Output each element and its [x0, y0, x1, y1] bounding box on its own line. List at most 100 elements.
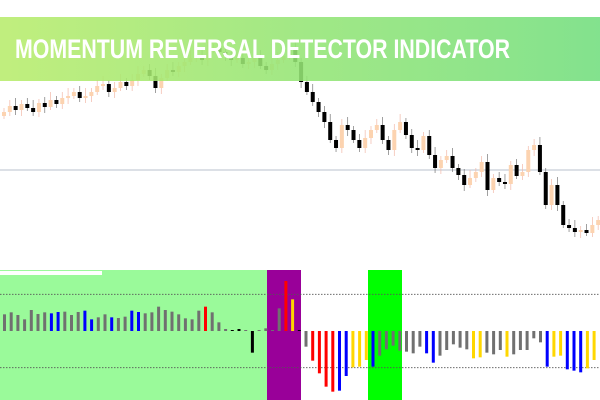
histogram-bar	[297, 330, 301, 331]
bullish-candle	[578, 230, 583, 232]
bearish-candle	[456, 168, 461, 175]
histogram-bar	[16, 315, 20, 331]
histogram-bar	[277, 308, 281, 331]
bearish-candle	[567, 225, 572, 228]
bullish-candle	[398, 122, 403, 130]
histogram-bar	[525, 331, 529, 350]
histogram-bar	[103, 314, 107, 331]
histogram-bar	[150, 312, 154, 331]
histogram-bar	[445, 331, 449, 350]
histogram-bar	[331, 331, 335, 392]
bullish-candle	[590, 225, 595, 233]
histogram-bar	[230, 330, 234, 331]
bullish-candle	[374, 125, 379, 130]
histogram-bar	[458, 331, 462, 348]
bearish-candle	[415, 148, 420, 150]
bearish-candle	[433, 155, 438, 168]
bearish-candle	[561, 205, 566, 225]
bullish-candle	[468, 178, 473, 185]
histogram-bar	[90, 319, 94, 331]
bearish-candle	[380, 125, 385, 140]
bullish-candle	[101, 84, 106, 86]
histogram-bar	[43, 312, 47, 331]
histogram-bar	[116, 318, 120, 331]
histogram-bar	[338, 331, 341, 391]
bearish-candle	[31, 108, 36, 112]
histogram-bar	[518, 331, 522, 350]
histogram-bar	[217, 322, 221, 331]
bullish-candle	[532, 145, 537, 150]
panel-label-strip	[0, 271, 102, 275]
histogram-bar	[63, 311, 67, 331]
bullish-candle	[118, 82, 123, 88]
banner-title: MOMENTUM REVERSAL DETECTOR INDICATOR	[15, 34, 510, 64]
histogram-bar	[378, 331, 382, 356]
histogram-bar	[472, 331, 475, 359]
bearish-candle	[322, 112, 327, 122]
bearish-candle	[584, 230, 589, 233]
histogram-bar	[539, 331, 542, 343]
histogram-bar	[23, 319, 27, 331]
histogram-bar	[163, 310, 167, 331]
histogram-bar	[284, 281, 288, 331]
histogram-bar	[505, 331, 509, 357]
histogram-bar	[559, 331, 563, 356]
bearish-candle	[25, 104, 30, 108]
histogram-bar	[344, 331, 348, 376]
histogram-bar	[250, 331, 254, 353]
histogram-bar	[532, 331, 536, 339]
bearish-candle	[304, 82, 309, 92]
histogram-bar	[304, 331, 308, 347]
histogram-bar	[177, 314, 181, 331]
histogram-bar	[512, 331, 516, 355]
histogram-bar	[224, 329, 228, 331]
bearish-candle	[310, 92, 315, 102]
histogram-bar	[130, 310, 134, 331]
bearish-candle	[555, 185, 560, 205]
bearish-candle	[316, 102, 321, 112]
histogram-bar	[418, 331, 422, 347]
histogram-bar	[317, 331, 321, 374]
bearish-candle	[386, 140, 391, 150]
histogram-bar	[485, 331, 489, 353]
histogram-bar	[572, 331, 576, 371]
bearish-candle	[153, 76, 158, 88]
bearish-candle	[403, 122, 408, 135]
bearish-candle	[13, 106, 18, 110]
bearish-candle	[334, 140, 339, 148]
bearish-candle	[427, 136, 432, 155]
bearish-candle	[351, 130, 356, 140]
bearish-candle	[42, 103, 47, 107]
histogram-bar	[498, 331, 502, 350]
bullish-candle	[363, 138, 368, 148]
histogram-bar	[358, 331, 362, 367]
bearish-candle	[328, 122, 333, 140]
bearish-candle	[450, 156, 455, 168]
histogram-bar	[210, 312, 214, 331]
bullish-candle	[48, 100, 53, 107]
histogram-bar	[190, 319, 194, 331]
bullish-candle	[549, 185, 554, 205]
histogram-bar	[398, 331, 402, 351]
histogram-bar	[143, 313, 147, 331]
histogram-bar	[492, 331, 496, 355]
bullish-candle	[392, 130, 397, 150]
histogram-bar	[585, 331, 589, 369]
histogram-bar	[29, 310, 33, 331]
histogram-bar	[137, 312, 140, 331]
histogram-bar	[465, 331, 469, 350]
histogram-bar	[197, 310, 201, 331]
histogram-bar	[271, 330, 274, 331]
histogram-bar	[431, 331, 435, 363]
reversal-zone-purple	[267, 270, 301, 400]
histogram-bar	[237, 329, 241, 331]
histogram-bar	[552, 331, 556, 357]
histogram-bar	[291, 299, 295, 331]
bullish-candle	[520, 172, 525, 176]
bearish-candle	[462, 175, 467, 185]
bullish-candle	[444, 156, 449, 160]
bearish-candle	[543, 172, 548, 205]
